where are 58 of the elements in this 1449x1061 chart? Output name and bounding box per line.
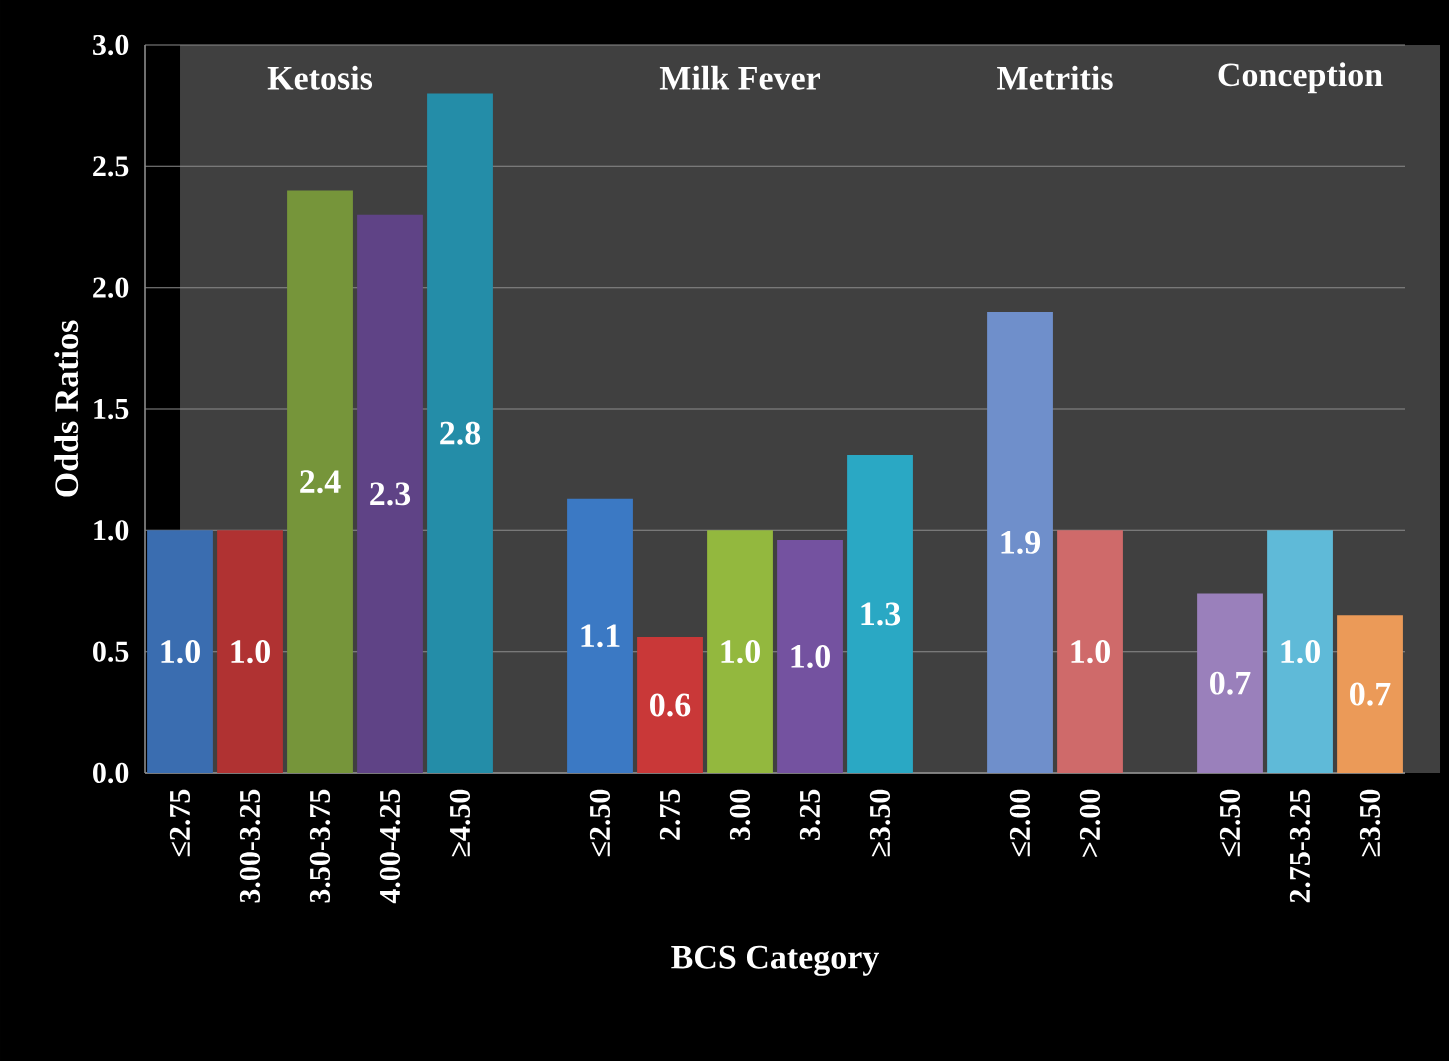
y-axis-title: Odds Ratios: [54, 320, 79, 497]
annotation: Metritis: [997, 65, 1113, 90]
y-tick-label: 1.0: [94, 520, 129, 541]
x-tick-label: 4.00-4.25: [379, 789, 401, 904]
bar: [567, 498, 633, 773]
data-label: 1.1: [581, 624, 620, 648]
bar: [987, 311, 1053, 773]
y-tick-label: 2.0: [93, 277, 129, 298]
data-label: 1.0: [721, 640, 760, 664]
bar: [777, 540, 843, 773]
data-label: 1.0: [1281, 640, 1320, 664]
y-tick-label: 2.5: [93, 156, 129, 177]
bar: [1337, 615, 1403, 773]
bar: [1197, 593, 1263, 773]
x-tick-label: 2.75: [659, 789, 681, 840]
x-tick-label: ≥3.50: [1359, 789, 1381, 857]
y-tick-label: 1.5: [94, 398, 129, 420]
x-tick-label: 3.00-3.25: [239, 789, 261, 903]
annotation: Conception: [1218, 62, 1383, 94]
bar: [1057, 530, 1123, 773]
data-label: 1.0: [161, 640, 200, 664]
annotation: Milk Fever: [659, 65, 821, 90]
y-tick-label: 0.5: [93, 641, 129, 662]
bar: [287, 190, 353, 773]
bar: [637, 637, 703, 773]
y-tick-label: 3.0: [93, 34, 129, 56]
data-label: 2.8: [440, 421, 481, 445]
bar: [427, 93, 493, 773]
x-tick-label: ≤2.75: [169, 789, 191, 857]
bar: [147, 530, 213, 773]
data-label: 1.3: [861, 602, 901, 626]
x-tick-label: >2.00: [1079, 789, 1101, 857]
x-axis-title: BCS Category: [671, 945, 880, 976]
bar: [707, 530, 773, 773]
annotation: Ketosis: [267, 65, 373, 90]
bar: [217, 530, 283, 773]
data-label: 1.9: [1001, 530, 1041, 554]
y-tick-label: 0.0: [93, 762, 129, 784]
data-label: 1.0: [231, 640, 270, 664]
x-tick-label: 3.00: [729, 789, 751, 840]
x-tick-label: ≤2.00: [1009, 789, 1031, 857]
bar: [1267, 530, 1333, 773]
bar: [357, 214, 423, 773]
data-label: 0.6: [650, 693, 691, 717]
x-tick-label: ≤2.50: [589, 789, 611, 857]
x-tick-label: ≥4.50: [449, 789, 471, 857]
x-tick-label: 3.25: [799, 789, 821, 840]
data-label: 1.0: [1071, 640, 1110, 664]
x-tick-label: 3.50-3.75: [309, 789, 331, 903]
data-label: 1.0: [791, 644, 830, 669]
data-label: 2.4: [300, 470, 341, 494]
bar: [847, 455, 913, 773]
data-label: 0.7: [1350, 682, 1391, 706]
data-label: 2.3: [370, 482, 411, 506]
x-tick-label: ≤2.50: [1219, 789, 1241, 857]
data-label: 0.7: [1210, 671, 1251, 695]
x-tick-label: ≥3.50: [869, 789, 891, 857]
x-tick-label: 2.75-3.25: [1289, 789, 1311, 903]
